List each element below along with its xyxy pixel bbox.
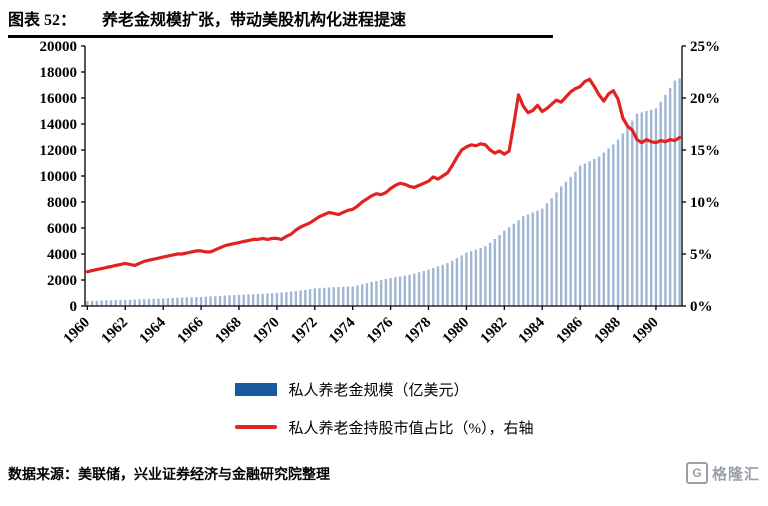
- gelonghui-logo-text: 格隆汇: [711, 466, 760, 483]
- svg-text:1980: 1980: [440, 315, 473, 348]
- chart-area: 0 2000 4000 6000 8000 10000 12000 14000 16000 180…: [0, 30, 768, 366]
- svg-text:1976: 1976: [364, 314, 397, 347]
- figure-number: 图表 52：: [8, 12, 77, 29]
- svg-text:20%: 20%: [690, 91, 720, 107]
- svg-text:6000: 6000: [47, 221, 77, 237]
- svg-text:14000: 14000: [40, 117, 78, 133]
- svg-text:1972: 1972: [288, 315, 321, 348]
- svg-text:12000: 12000: [40, 143, 78, 159]
- svg-text:1962: 1962: [99, 315, 132, 348]
- svg-text:4000: 4000: [47, 247, 77, 263]
- svg-text:10000: 10000: [40, 169, 78, 185]
- legend-item-bar: 私人养老金规模（亿美元）: [234, 376, 469, 402]
- data-source: 数据来源：美联储，兴业证券经济与金融研究院整理: [8, 468, 330, 483]
- svg-text:1970: 1970: [250, 315, 283, 348]
- gelonghui-logo: G 格隆汇: [685, 462, 760, 484]
- figure-footer: 数据来源：美联储，兴业证券经济与金融研究院整理 G 格隆汇: [8, 462, 760, 484]
- svg-text:1986: 1986: [553, 314, 586, 347]
- svg-text:1984: 1984: [516, 314, 549, 347]
- svg-text:16000: 16000: [40, 91, 78, 107]
- svg-text:1960: 1960: [61, 315, 94, 348]
- svg-text:5%: 5%: [690, 247, 713, 263]
- svg-text:0%: 0%: [690, 299, 713, 315]
- svg-text:8000: 8000: [47, 195, 77, 211]
- bar-series-label: 私人养老金规模（亿美元）: [288, 382, 469, 399]
- line-series-label: 私人养老金持股市值占比（%），右轴: [288, 420, 534, 437]
- svg-text:25%: 25%: [690, 39, 720, 55]
- title-underline: [8, 35, 553, 38]
- gelonghui-logo-icon: G: [685, 462, 708, 484]
- svg-text:0: 0: [70, 299, 78, 315]
- figure-title: 图表 52： 养老金规模扩张，带动美股机构化进程提速: [8, 6, 760, 30]
- svg-text:15%: 15%: [690, 143, 720, 159]
- svg-text:1966: 1966: [174, 314, 207, 347]
- svg-text:18000: 18000: [40, 65, 78, 81]
- svg-text:1968: 1968: [212, 315, 245, 348]
- chart-legend: 私人养老金规模（亿美元） 私人养老金持股市值占比（%），右轴: [234, 376, 534, 440]
- bar-series-swatch: [234, 382, 277, 396]
- svg-text:10%: 10%: [690, 195, 720, 211]
- figure-title-text: 养老金规模扩张，带动美股机构化进程提速: [102, 12, 407, 29]
- svg-text:20000: 20000: [40, 39, 78, 55]
- figure-header: 图表 52： 养老金规模扩张，带动美股机构化进程提速: [0, 0, 768, 38]
- svg-text:1982: 1982: [478, 315, 511, 348]
- line-series-swatch: [234, 425, 277, 429]
- svg-text:1988: 1988: [591, 315, 624, 348]
- pension-chart: 0 2000 4000 6000 8000 10000 12000 14000 16000 180…: [40, 39, 721, 348]
- svg-text:2000: 2000: [47, 273, 77, 289]
- svg-text:1978: 1978: [402, 315, 435, 348]
- svg-text:1990: 1990: [629, 315, 662, 348]
- svg-text:1964: 1964: [136, 314, 169, 347]
- legend-item-line: 私人养老金持股市值占比（%），右轴: [234, 414, 534, 440]
- svg-text:1974: 1974: [326, 314, 359, 347]
